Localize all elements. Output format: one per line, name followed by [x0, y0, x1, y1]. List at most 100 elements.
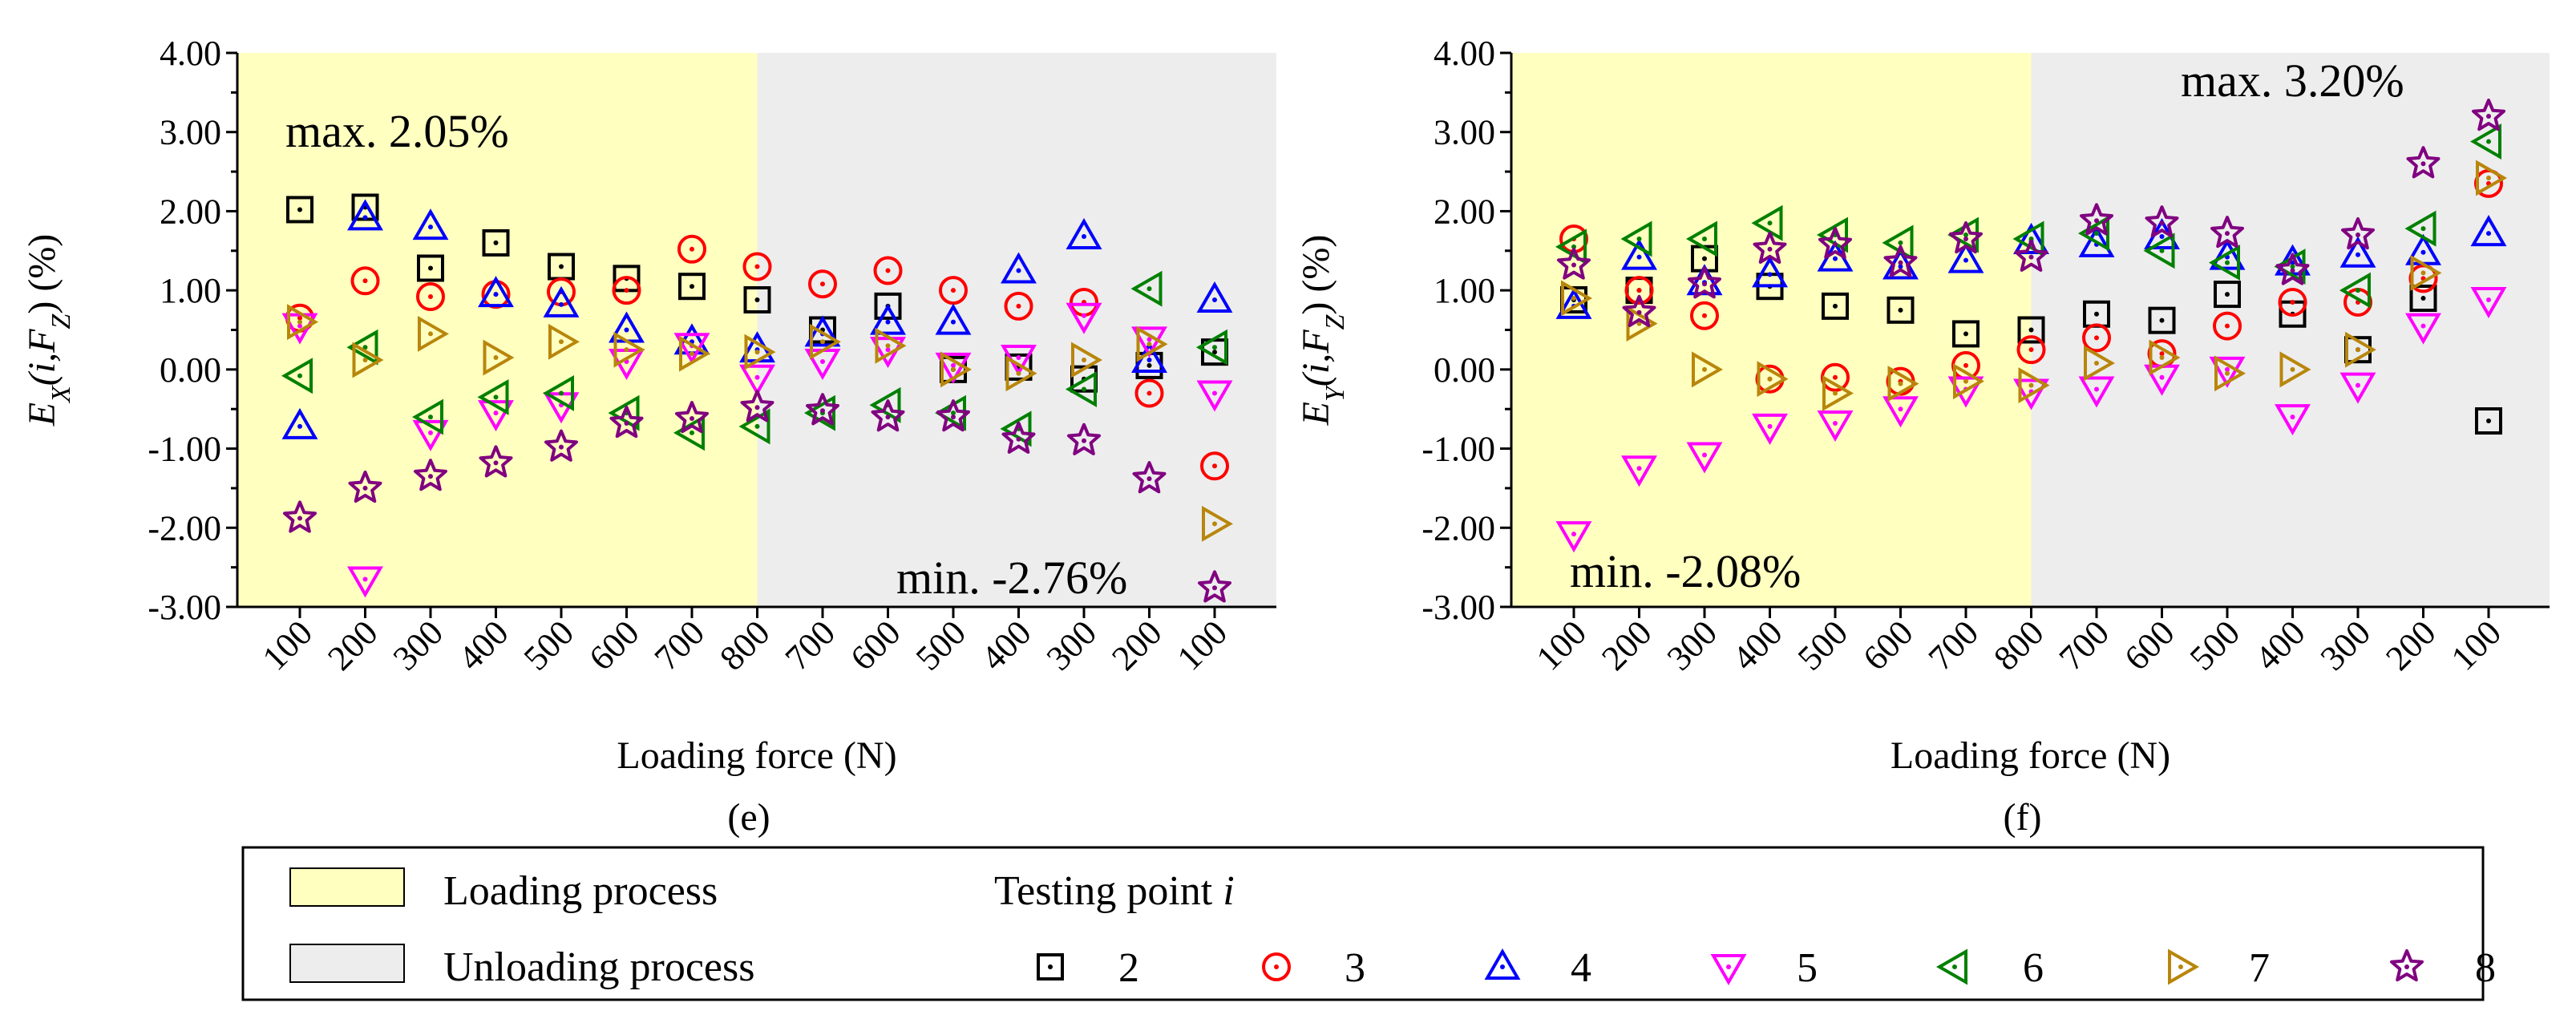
series-5-point	[2405, 313, 2441, 345]
series-5-point	[2275, 404, 2311, 436]
y-tick-label: 1.00	[160, 271, 221, 310]
legend-marker-2	[1037, 953, 1064, 981]
axis-ticks	[226, 51, 1216, 618]
x-axis-title: Loading force (N)	[1891, 734, 2170, 777]
series-7-point	[287, 304, 319, 341]
series-6-point	[1130, 270, 1163, 307]
series-7-point	[1561, 280, 1593, 317]
legend-frame	[241, 846, 2485, 1001]
series-8-point	[1883, 245, 1918, 277]
series-5-point	[2078, 376, 2115, 408]
loading-legend-label: Loading process	[443, 868, 718, 914]
y-tick-label: 0.00	[160, 350, 221, 390]
x-tick-label: 500	[1790, 613, 1855, 677]
series-4-point	[2339, 236, 2376, 268]
series-8-point	[1753, 231, 1787, 264]
series-8-point	[2275, 253, 2310, 285]
loading-swatch	[289, 867, 405, 907]
series-8-point	[675, 401, 709, 434]
series-5-point	[2209, 356, 2246, 388]
series-4-point	[1066, 218, 1102, 250]
series-6-point	[738, 408, 770, 445]
series-4-point	[281, 407, 318, 439]
series-8-point	[609, 406, 644, 439]
legend-item-label: 7	[2249, 945, 2270, 991]
x-tick-label: 600	[2117, 613, 2182, 677]
min-annotation: min. -2.76%	[896, 552, 1127, 604]
series-7-point	[1953, 363, 1985, 400]
series-2-point	[417, 254, 444, 282]
loading-region	[1511, 53, 2032, 607]
x-tick-label: 100	[1529, 613, 1594, 677]
series-4-point	[543, 285, 580, 317]
series-4-point	[935, 303, 972, 335]
x-tick-label: 600	[581, 613, 646, 677]
x-tick-label: 400	[1725, 613, 1789, 677]
loading-region	[237, 53, 758, 607]
series-8-point	[1198, 570, 1231, 603]
x-tick-label: 300	[1660, 613, 1725, 677]
data-markers	[281, 193, 1234, 603]
series-5-point	[478, 400, 514, 432]
series-7-point	[679, 335, 711, 372]
x-tick-label: 600	[1855, 613, 1920, 677]
series-4-point	[870, 303, 906, 335]
series-4-point	[1001, 252, 1037, 284]
series-8-point	[2210, 216, 2244, 249]
max-annotation: max. 2.05%	[285, 105, 509, 157]
series-2-point	[286, 196, 313, 224]
x-tick-label: 700	[778, 613, 843, 677]
series-2-point	[2214, 281, 2241, 309]
unloading-swatch	[289, 944, 405, 983]
series-5-point	[1066, 302, 1102, 334]
series-7-point	[483, 339, 515, 376]
series-6-point	[346, 329, 378, 366]
series-7-point	[1887, 366, 1919, 402]
x-tick-label: 700	[647, 613, 712, 677]
data-markers	[1555, 99, 2508, 553]
series-7-point	[2149, 339, 2181, 376]
series-3-point	[612, 276, 641, 305]
series-7-point	[2476, 160, 2508, 196]
legend-item-label: 2	[1118, 945, 1139, 991]
series-6-point	[2077, 215, 2109, 252]
series-4-point	[2470, 215, 2507, 247]
series-6-point	[1065, 371, 1097, 407]
series-8-point	[806, 393, 839, 426]
series-8-point	[1557, 247, 1591, 280]
series-7-point	[744, 334, 776, 370]
series-7-point	[810, 323, 842, 360]
series-7-point	[2018, 367, 2050, 404]
series-8-point	[2406, 146, 2441, 179]
testing-point-label: Testing point i	[994, 868, 1235, 914]
x-tick-label: 100	[2444, 613, 2509, 677]
series-4-point	[478, 276, 514, 308]
x-tick-label: 100	[255, 613, 320, 677]
legend-marker-7	[2168, 948, 2200, 985]
legend-item-label: 5	[1797, 945, 1818, 991]
series-3-point	[2082, 323, 2111, 353]
series-7-point	[1626, 305, 1658, 342]
series-8-point	[1132, 461, 1167, 494]
series-4-point	[1196, 281, 1233, 313]
x-tick-label: 600	[843, 613, 908, 677]
x-tick-label: 700	[2052, 613, 2117, 677]
series-7-point	[613, 331, 645, 368]
series-7-point	[548, 323, 580, 360]
x-tick-labels: 100 200 300 400 500 600 700 800 700 600 500 400 300 2…	[1529, 613, 2509, 677]
series-8-point	[544, 429, 578, 462]
legend: Loading process Unloading process Testin…	[241, 846, 2496, 1001]
series-6-point	[1685, 220, 1717, 257]
series-7-point	[875, 327, 907, 364]
series-2-point	[2409, 285, 2437, 313]
series-2-point	[743, 285, 771, 313]
x-tick-label: 300	[2313, 613, 2378, 677]
series-8-point	[2145, 205, 2179, 238]
series-5-point	[1882, 396, 1919, 428]
legend-item-label: 3	[1345, 945, 1365, 991]
y-tick-label: 0.00	[1434, 350, 1495, 390]
series-7-point	[352, 342, 384, 378]
series-8-point	[2080, 203, 2113, 236]
legend-item-label: 4	[1571, 945, 1591, 991]
